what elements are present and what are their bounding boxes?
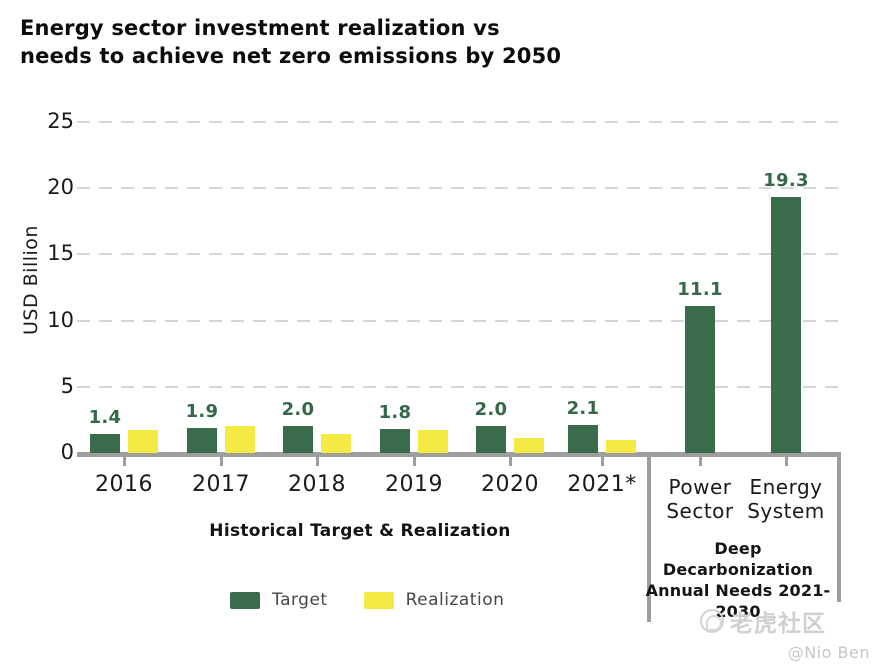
x-tick-Power Sector [699,457,702,466]
x-tick-2019 [413,457,416,466]
watermark: 老虎社区 @Nio Ben [700,604,870,662]
section-separator-left [647,452,651,622]
target-bar-2021* [568,425,598,453]
gridline-20 [77,187,840,189]
realization-bar-2017 [225,426,255,453]
x-axis-label-2021*: 2021* [567,472,637,497]
legend-item-target: Target [230,590,328,610]
target-value-label-2017: 1.9 [185,401,219,422]
x-tick-2017 [220,457,223,466]
x-axis-label-2017: 2017 [192,472,250,497]
y-tick-label-0: 0 [60,440,74,464]
target-bar-Energy System [771,197,801,453]
x-tick-2021* [601,457,604,466]
x-axis-label-2016: 2016 [95,472,153,497]
y-tick-label-10: 10 [47,307,74,332]
y-tick-label-15: 15 [47,241,74,266]
chart-legend: Target Realization [230,590,504,610]
y-tick-label-20: 20 [47,175,74,199]
target-value-label-2020: 2.0 [474,399,508,420]
realization-bar-2020 [514,438,544,453]
x-axis-label-2020: 2020 [481,472,539,497]
x-tick-2018 [316,457,319,466]
target-value-label-2021*: 2.1 [566,398,600,419]
target-bar-2019 [380,429,410,453]
x-axis-label-2018: 2018 [288,472,346,497]
x-tick-Energy System [785,457,788,466]
gridline-10 [77,319,840,322]
realization-swatch-icon [363,591,394,609]
target-value-label-2016: 1.4 [88,407,122,428]
watermark-author: @Nio Ben [787,643,870,662]
y-tick-label-25: 25 [47,108,74,133]
section-label-deep-decarbonization: Deep Decarbonization Annual Needs 2021-2… [645,539,831,621]
target-value-label-Energy System: 19.3 [763,170,809,191]
target-swatch-icon [230,591,260,609]
realization-bar-2019 [418,430,448,453]
legend-label-realization: Realization [405,590,505,610]
legend-item-realization: Realization [363,590,505,610]
x-axis-label-2019: 2019 [385,472,443,497]
realization-bar-2016 [128,430,158,453]
realization-bar-2018 [321,434,351,453]
section-separator-right [837,452,841,602]
y-tick-label-5: 5 [60,373,74,398]
gridline-15 [77,253,840,256]
gridline-5 [77,385,840,388]
target-bar-2016 [90,434,120,453]
realization-bar-2021* [606,440,636,453]
target-bar-2017 [187,428,217,453]
chart-title-line2: needs to achieve net zero emissions by 2… [20,44,562,68]
target-value-label-2019: 1.8 [378,402,412,423]
tiger-community-logo-icon [700,609,724,633]
target-bar-2018 [283,426,313,453]
section-label-historical: Historical Target & Realization [209,521,511,541]
legend-label-target: Target [272,590,328,610]
x-axis-label-Power Sector: Power Sector [666,475,734,523]
gridline-25 [77,120,840,123]
target-value-label-2018: 2.0 [281,399,315,420]
x-tick-2020 [509,457,512,466]
target-value-label-Power Sector: 11.1 [677,279,723,300]
target-bar-Power Sector [685,306,715,453]
watermark-community-name: 老虎社区 [730,611,826,637]
x-tick-2016 [123,457,126,466]
chart-title: Energy sector investment realization vs … [20,14,660,70]
x-axis-label-Energy System: Energy System [747,475,825,523]
x-axis-line [77,452,840,457]
target-bar-2020 [476,426,506,453]
chart-title-line1: Energy sector investment realization vs [20,16,500,40]
